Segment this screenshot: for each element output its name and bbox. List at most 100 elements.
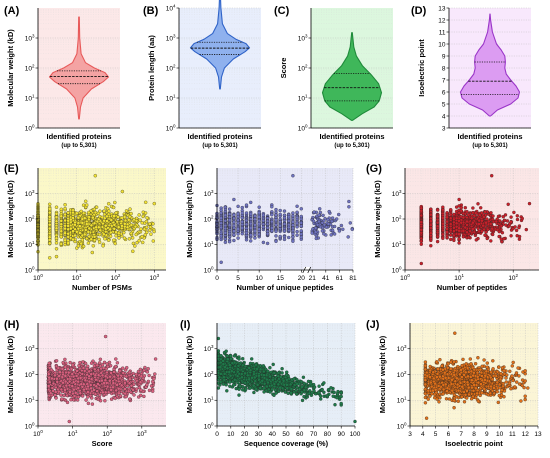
scatter-point (339, 223, 344, 228)
scatter-point (313, 226, 318, 230)
scatter-point (337, 212, 341, 217)
y-tick-label: 100 (298, 123, 308, 132)
scatter-point (457, 232, 461, 236)
scatter-point (120, 189, 125, 194)
scatter-point (59, 214, 63, 218)
scatter-point (236, 227, 240, 231)
scatter-point (152, 201, 156, 206)
scatter-point (466, 212, 471, 217)
scatter-point (248, 200, 253, 205)
scatter-point (232, 223, 236, 228)
scatter-point (429, 207, 433, 211)
y-tick-label: 102 (204, 214, 214, 223)
scatter-point (71, 210, 75, 215)
scatter-point (295, 204, 299, 208)
scatter-point (347, 199, 351, 204)
y-axis-label: Molecular weight (kD) (6, 29, 15, 107)
scatter-point (115, 361, 120, 365)
scatter-point (282, 222, 287, 226)
scatter-point (107, 209, 111, 213)
scatter-point (324, 225, 329, 229)
scatter-point (232, 220, 236, 224)
scatter-point (219, 216, 223, 220)
scatter-point (59, 235, 63, 239)
x-tick-label: 20 (298, 275, 306, 282)
scatter-point (452, 226, 456, 230)
scatter-point (143, 200, 148, 204)
scatter-point (83, 199, 88, 203)
scatter-point (138, 367, 143, 372)
scatter-point (97, 240, 102, 244)
scatter-point (82, 232, 87, 237)
scatter-point (227, 223, 232, 227)
scatter-point (84, 236, 89, 241)
scatter-point (48, 207, 52, 211)
scatter-point (347, 205, 351, 209)
scatter-point (129, 231, 133, 236)
scatter-point (477, 218, 481, 223)
scatter-point (119, 219, 124, 224)
scatter-point (125, 225, 130, 229)
scatter-point (471, 227, 475, 231)
scatter-point (122, 236, 127, 240)
scatter-point (248, 212, 253, 216)
scatter-point (244, 231, 249, 235)
scatter-point (509, 215, 513, 219)
scatter-point (253, 217, 257, 221)
scatter-point (461, 235, 466, 239)
scatter-point (232, 238, 236, 243)
scatter-point (134, 218, 139, 223)
scatter-point (441, 236, 445, 240)
scatter-point (244, 226, 249, 230)
scatter-point (248, 233, 253, 237)
scatter-point (232, 216, 236, 221)
scatter-point (244, 211, 249, 215)
scatter-point (232, 229, 236, 233)
scatter-point (71, 229, 75, 233)
scatter-point (152, 229, 156, 234)
scatter-point (452, 212, 456, 217)
scatter-point (291, 220, 295, 224)
scatter-point (113, 200, 117, 205)
scatter-point (299, 232, 303, 236)
scatter-point (330, 216, 335, 220)
scatter-point (134, 232, 138, 237)
scatter-point (223, 223, 228, 228)
scatter-point (471, 210, 475, 215)
y-tick-label: 10 (438, 41, 446, 48)
scatter-point (471, 220, 475, 225)
scatter-point (109, 230, 113, 235)
scatter-point (219, 208, 223, 213)
scatter-point (299, 224, 303, 228)
scatter-point (81, 244, 86, 248)
panel-label: (D) (411, 5, 427, 17)
scatter-point (457, 197, 461, 202)
scatter-point (278, 208, 282, 213)
scatter-point (97, 237, 101, 242)
scatter-point (500, 230, 505, 235)
scatter-point (465, 230, 469, 234)
scatter-point (524, 227, 528, 232)
scatter-point (151, 239, 155, 243)
scatter-point (463, 205, 467, 210)
scatter-point (261, 225, 266, 229)
scatter-point (517, 234, 522, 239)
panel-label: (B) (143, 5, 159, 17)
scatter-point (133, 244, 137, 248)
y-tick-label: 12 (438, 17, 446, 24)
scatter-point (73, 233, 77, 238)
scatter-point (287, 215, 291, 219)
scatter-point (474, 211, 478, 215)
scatter-point (274, 207, 278, 212)
scatter-point (112, 238, 116, 242)
scatter-point (332, 224, 337, 229)
panel-label: (C) (274, 5, 290, 17)
scatter-point (295, 221, 299, 225)
scatter-point (257, 227, 261, 231)
scatter-point (223, 231, 228, 235)
scatter-point (419, 213, 423, 218)
scatter-point (240, 220, 244, 224)
scatter-point (465, 209, 469, 214)
scatter-point (265, 216, 270, 220)
scatter-point (454, 205, 459, 209)
